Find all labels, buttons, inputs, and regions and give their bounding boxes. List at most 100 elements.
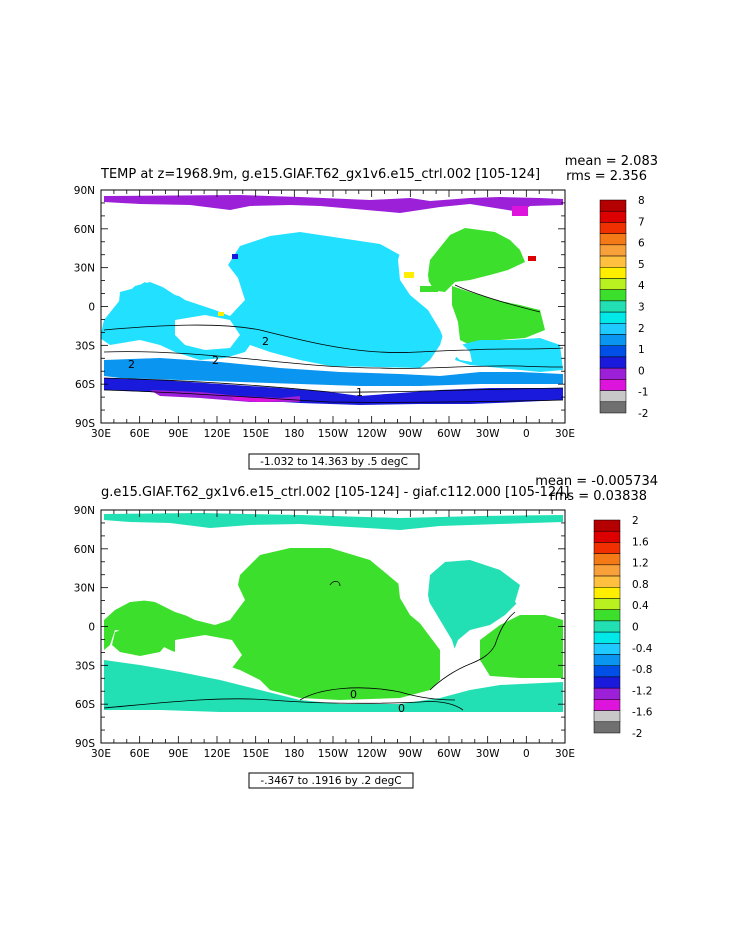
x-tick-label: 30E — [555, 428, 575, 440]
south-atlantic-field-2 — [480, 615, 563, 678]
contour-label: 2 — [262, 335, 269, 348]
atlantic-field-2 — [428, 560, 520, 660]
x-tick-label: 180 — [284, 748, 304, 760]
y-tick-label: 30S — [75, 340, 95, 352]
red-patch-mediterranean — [528, 256, 536, 261]
contour-label: 2 — [212, 354, 219, 367]
colorbar-label: 0 — [638, 365, 645, 377]
y-tick-label: 60S — [75, 379, 95, 391]
y-tick-label: 90S — [75, 418, 95, 430]
colorbar-swatch — [599, 222, 627, 234]
x-tick-label: 90W — [398, 428, 422, 440]
land-mask-australia — [175, 315, 240, 350]
y-tick-label: 60S — [75, 699, 95, 711]
colorbar-label: 0.4 — [632, 600, 649, 612]
x-tick-label: 150E — [242, 428, 269, 440]
land-mask-africa — [518, 262, 563, 308]
x-tick-label: 60E — [130, 428, 150, 440]
panel-1-title: TEMP at z=1968.9m, g.e15.GIAF.T62_gx1v6.… — [100, 167, 540, 182]
x-tick-label: 30E — [555, 748, 575, 760]
land-mask-antarctica — [104, 405, 563, 423]
colorbar-label: 2 — [638, 323, 645, 335]
colorbar-label: 4 — [638, 280, 645, 292]
panel-1-mean: mean = 2.083 — [565, 154, 658, 169]
colorbar-label: -1.2 — [632, 685, 653, 697]
y-tick-label: 30N — [74, 583, 95, 595]
colorbar-swatch — [593, 553, 621, 566]
colorbar-label: 1.2 — [632, 558, 649, 570]
x-tick-label: 150E — [242, 748, 269, 760]
southern-ocean-band-2 — [104, 378, 563, 405]
yellow-patch-red-sea — [218, 312, 224, 316]
panel-1-axes: 30E 60E 90E 120E 150E 180 150W 120W 90W 60W 30W 0 30… — [74, 185, 575, 440]
indian-ocean-field-2 — [112, 626, 170, 656]
panel-1-contours — [103, 284, 564, 403]
colorbar-swatch — [599, 379, 627, 391]
land-mask-antarctica-2 — [104, 712, 563, 743]
panel-1-contour-info: -1.032 to 14.363 by .5 degC — [260, 456, 408, 468]
x-tick-label: 30W — [476, 748, 500, 760]
tropical-atlantic-field — [452, 286, 545, 345]
colorbar-swatch — [593, 587, 621, 599]
colorbar-swatch — [593, 575, 621, 588]
magenta-patch-arctic — [512, 206, 528, 216]
arctic-ocean-field — [104, 195, 563, 213]
panel-2-contour-info-box — [248, 772, 414, 789]
colorbar-swatch — [599, 289, 627, 302]
colorbar-swatch — [593, 631, 621, 644]
colorbar-swatch — [599, 267, 627, 279]
panel-2-axes: 30E 60E 90E 120E 150E 180 150W 120W 90W 60W 30W 0 30… — [74, 505, 575, 760]
south-atlantic-field — [455, 338, 563, 372]
colorbar-label: 1 — [638, 344, 645, 356]
colorbar-swatch — [593, 530, 621, 543]
x-tick-label: 150W — [318, 428, 349, 440]
colorbar-swatch — [593, 721, 621, 734]
x-tick-label: 30E — [91, 428, 111, 440]
colorbar-label: 7 — [638, 216, 645, 228]
panel-2-contour-info: -.3467 to .1916 by .2 degC — [260, 775, 401, 787]
colorbar-swatch — [593, 665, 621, 678]
colorbar-swatch — [599, 244, 627, 257]
colorbar-label: 8 — [638, 195, 645, 207]
x-tick-label: 60W — [437, 428, 461, 440]
panel-2-contours — [103, 580, 516, 711]
colorbar-swatch — [593, 676, 621, 689]
panel-2-difference-map: g.e15.GIAF.T62_gx1v6.e15_ctrl.002 [105-1… — [74, 474, 658, 789]
colorbar-swatch — [593, 620, 621, 633]
blue-patch-okhotsk — [232, 254, 238, 259]
land-mask-americas-2 — [398, 528, 472, 685]
yellow-patch-gulf — [404, 272, 414, 278]
y-tick-label: 90N — [74, 185, 95, 197]
x-tick-label: 150W — [318, 748, 349, 760]
colorbar-swatch — [593, 654, 621, 666]
pacific-field-2 — [104, 548, 440, 700]
colorbar-swatch — [593, 643, 621, 655]
colorbar-swatch — [599, 356, 627, 369]
panel-2-title: g.e15.GIAF.T62_gx1v6.e15_ctrl.002 [105-1… — [101, 485, 570, 500]
colorbar-label: 1.6 — [632, 536, 649, 548]
arabian-sea-field — [118, 282, 170, 318]
colorbar-swatch — [599, 367, 627, 380]
colorbar-swatch — [599, 255, 627, 268]
panel-2-rms: rms = 0.03838 — [550, 489, 647, 504]
panel-1-rms: rms = 2.356 — [566, 169, 647, 184]
colorbar-swatch — [599, 300, 627, 313]
y-tick-label: 0 — [88, 622, 95, 634]
colorbar-label: -2 — [632, 728, 642, 740]
colorbar-swatch — [593, 519, 621, 532]
colorbar-swatch — [599, 233, 627, 246]
x-tick-label: 120E — [204, 748, 231, 760]
panel-2-mean: mean = -0.005734 — [535, 474, 658, 489]
colorbar-label: 3 — [638, 302, 645, 314]
x-tick-label: 120E — [204, 428, 231, 440]
green-patch-caribbean — [420, 286, 438, 292]
colorbar-swatch — [599, 390, 627, 403]
colorbar-swatch — [593, 699, 621, 711]
x-tick-label: 60E — [130, 748, 150, 760]
x-tick-label: 180 — [284, 428, 304, 440]
colorbar-swatch — [599, 345, 627, 358]
x-tick-label: 30W — [476, 428, 500, 440]
colorbar-label: 2 — [632, 515, 639, 527]
southern-ocean-field-2 — [104, 660, 563, 716]
